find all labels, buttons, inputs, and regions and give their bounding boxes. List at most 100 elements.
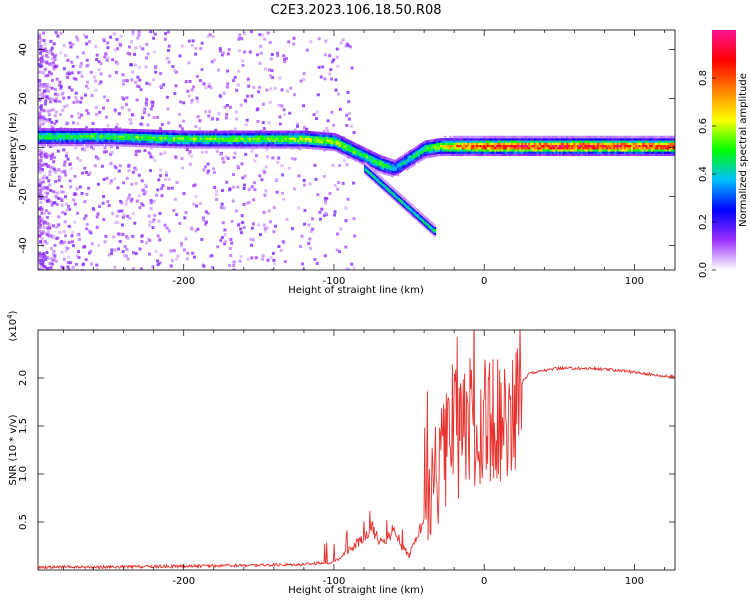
heat-cell (418, 144, 421, 147)
heat-cell (533, 151, 537, 154)
heat-cell (121, 250, 125, 254)
heat-cell (180, 137, 184, 140)
heat-cell (191, 130, 194, 134)
heat-cell (275, 137, 279, 140)
heat-cell (302, 77, 306, 81)
heat-cell (126, 214, 130, 218)
heat-cell (106, 41, 110, 45)
heat-cell (368, 174, 372, 177)
heat-cell (631, 149, 634, 152)
heat-cell (216, 132, 220, 136)
heat-cell (499, 153, 503, 157)
heat-cell (49, 49, 53, 53)
heat-cell (313, 133, 317, 137)
heat-cell (74, 128, 77, 131)
heat-cell (277, 130, 281, 134)
heat-cell (591, 142, 595, 146)
heat-cell (54, 143, 57, 147)
heat-cell (287, 40, 291, 44)
heat-cell (230, 135, 234, 138)
heat-cell (546, 135, 549, 139)
heat-cell (270, 141, 274, 145)
heat-cell (134, 149, 138, 153)
heat-cell (379, 184, 383, 187)
heat-cell (479, 138, 483, 141)
heat-cell (102, 218, 106, 222)
heat-cell (184, 135, 187, 138)
heat-cell (43, 254, 47, 258)
heat-cell (322, 134, 326, 137)
heat-cell (613, 140, 616, 143)
heat-cell (656, 138, 659, 141)
heat-cell (141, 47, 145, 51)
heat-cell (337, 147, 340, 151)
heat-cell (414, 157, 418, 161)
heat-cell (422, 217, 426, 220)
heat-cell (167, 177, 171, 181)
heat-cell (402, 161, 405, 164)
heat-cell (481, 140, 485, 143)
heat-cell (394, 170, 398, 174)
heat-cell (269, 220, 273, 224)
heat-cell (497, 144, 501, 148)
heat-cell (569, 146, 573, 150)
heat-cell (286, 146, 290, 149)
heat-cell (328, 132, 331, 136)
heat-cell (62, 67, 66, 71)
heat-cell (142, 138, 146, 141)
heat-cell (290, 135, 293, 138)
heat-cell (389, 160, 393, 164)
heat-cell (613, 144, 616, 148)
heat-cell (587, 149, 591, 152)
heat-cell (169, 145, 173, 149)
heat-cell (212, 170, 216, 174)
heat-cell (378, 163, 382, 167)
heat-cell (402, 206, 405, 209)
heat-cell (658, 144, 661, 148)
heat-cell (560, 138, 564, 141)
heat-cell (261, 102, 265, 106)
heat-cell (131, 144, 135, 147)
heat-cell (586, 138, 589, 141)
heat-cell (670, 146, 674, 150)
heat-cell (135, 133, 138, 137)
heat-cell (528, 149, 531, 152)
heat-cell (50, 98, 54, 102)
heat-cell (196, 146, 200, 149)
heat-cell (416, 151, 420, 155)
snr-series-line (38, 330, 675, 570)
heat-cell (124, 137, 128, 141)
heat-cell (368, 168, 372, 171)
heat-cell (147, 214, 151, 218)
heat-cell (310, 139, 313, 143)
heat-cell (63, 105, 67, 109)
heat-cell (142, 135, 146, 139)
heat-cell (41, 262, 45, 266)
heat-cell (331, 141, 335, 145)
heat-cell (434, 149, 438, 153)
heat-cell (537, 151, 540, 154)
heat-cell (276, 160, 280, 164)
heat-cell (234, 143, 238, 147)
heat-cell (397, 196, 401, 199)
heat-cell (86, 134, 90, 138)
heat-cell (93, 130, 97, 134)
heat-cell (89, 249, 93, 253)
heat-cell (596, 151, 600, 154)
heat-cell (265, 139, 268, 143)
heat-cell (213, 185, 217, 189)
heat-cell (501, 138, 504, 141)
heat-cell (90, 132, 93, 136)
heat-cell (152, 50, 156, 54)
heat-cell (571, 151, 575, 154)
heat-cell (340, 149, 344, 153)
heat-cell (250, 130, 254, 134)
heat-cell (408, 209, 411, 213)
heat-cell (315, 117, 319, 121)
heat-cell (78, 237, 82, 241)
heat-cell (52, 160, 56, 164)
heat-cell (254, 256, 258, 260)
heat-cell (524, 138, 528, 141)
heat-cell (582, 153, 586, 157)
